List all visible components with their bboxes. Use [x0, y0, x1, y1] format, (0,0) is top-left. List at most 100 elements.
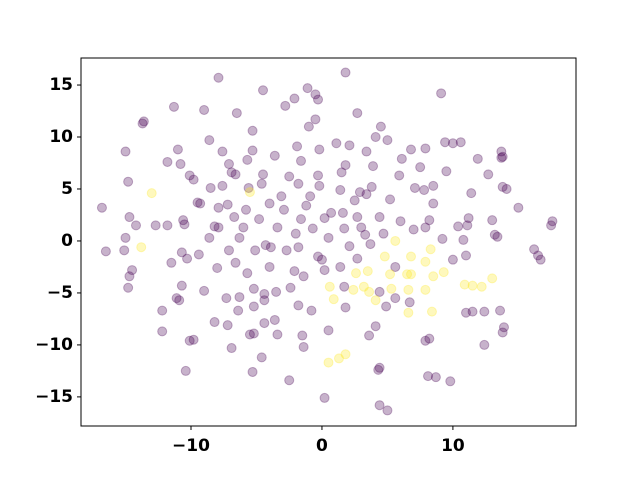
scatter-point [402, 269, 413, 280]
scatter-point [479, 306, 490, 317]
scatter-point [120, 146, 131, 157]
scatter-point [174, 295, 185, 306]
scatter-point [292, 141, 303, 152]
scatter-point [301, 200, 312, 211]
scatter-point [364, 286, 375, 297]
scatter-point [487, 273, 498, 284]
scatter-point [395, 216, 406, 227]
y-tick-label: 15 [49, 75, 73, 95]
scatter-point [184, 170, 195, 181]
y-tick-label: 5 [61, 179, 73, 199]
scatter-point [192, 197, 203, 208]
scatter-point [349, 195, 360, 206]
scatter-point [375, 121, 386, 132]
scatter-point [487, 215, 498, 226]
scatter-point [333, 353, 344, 364]
scatter-point [316, 254, 327, 265]
scatter-point [278, 204, 289, 215]
scatter-point [339, 281, 350, 292]
scatter-point [314, 144, 325, 155]
scatter-point [348, 284, 359, 295]
scatter-point [230, 169, 241, 180]
scatter-point [424, 333, 435, 344]
scatter-point [324, 281, 335, 292]
scatter-point [472, 153, 483, 164]
scatter-point [285, 282, 296, 293]
scatter-point [535, 254, 546, 265]
scatter-point [221, 293, 232, 304]
scatter-point [370, 132, 381, 143]
scatter-point [313, 170, 324, 181]
scatter-point [293, 178, 304, 189]
scatter-point [466, 188, 477, 199]
scatter-point [394, 170, 405, 181]
scatter-point [150, 220, 161, 231]
scatter-point [313, 251, 324, 262]
scatter-point [385, 194, 396, 205]
x-tick-label: 0 [316, 436, 328, 456]
scatter-point [438, 267, 449, 278]
scatter-point [420, 222, 431, 233]
scatter-point [340, 160, 351, 171]
scatter-point [360, 229, 371, 240]
scatter-point [313, 94, 324, 105]
scatter-point [420, 143, 431, 154]
scatter-point [226, 343, 237, 354]
scatter-point [437, 233, 448, 244]
scatter-point [193, 249, 204, 260]
scatter-point [222, 199, 233, 210]
scatter-point [408, 224, 419, 235]
scatter-point [254, 214, 265, 225]
scatter-point [131, 220, 141, 231]
scatter-point [420, 256, 431, 267]
scatter-point [436, 88, 447, 99]
scatter-point [124, 212, 135, 223]
scatter-point [271, 286, 282, 297]
scatter-point [290, 228, 301, 239]
scatter-point [358, 281, 369, 292]
scatter-point [365, 239, 376, 250]
scatter-point [501, 183, 512, 194]
y-tick-label: −5 [47, 283, 73, 303]
scatter-point [230, 257, 241, 268]
scatter-point [533, 250, 544, 261]
scatter-point [204, 232, 215, 243]
scatter-point [281, 245, 292, 256]
scatter-point [323, 325, 334, 336]
scatter-point [307, 223, 318, 234]
scatter-point [272, 222, 283, 233]
scatter-point [264, 261, 275, 272]
scatter-point [370, 321, 381, 332]
scatter-point [382, 405, 393, 416]
scatter-point [259, 295, 270, 306]
scatter-point [233, 305, 244, 316]
scatter-point [461, 307, 471, 318]
scatter-point [339, 223, 350, 234]
scatter-point [176, 280, 187, 291]
scatter-point [123, 282, 134, 293]
scatter-point [368, 161, 379, 172]
scatter-point [264, 198, 275, 209]
scatter-point [289, 93, 300, 104]
scatter-point [205, 182, 216, 193]
scatter-point [234, 232, 245, 243]
scatter-point [175, 159, 186, 170]
scatter-point [428, 271, 439, 282]
scatter-point [374, 286, 385, 297]
scatter-point [258, 85, 269, 96]
scatter-point [209, 317, 220, 328]
scatter-point [424, 215, 435, 226]
scatter-point [323, 357, 334, 368]
scatter-point [248, 301, 259, 312]
scatter-point [310, 89, 321, 100]
scatter-point [305, 191, 316, 202]
scatter-point [241, 204, 251, 215]
y-tick-label: −10 [35, 335, 73, 355]
scatter-point [386, 283, 397, 294]
scatter-point [497, 181, 508, 192]
scatter-point [96, 202, 107, 213]
scatter-point [138, 116, 149, 127]
scatter-point [351, 268, 361, 279]
scatter-point [199, 104, 210, 115]
